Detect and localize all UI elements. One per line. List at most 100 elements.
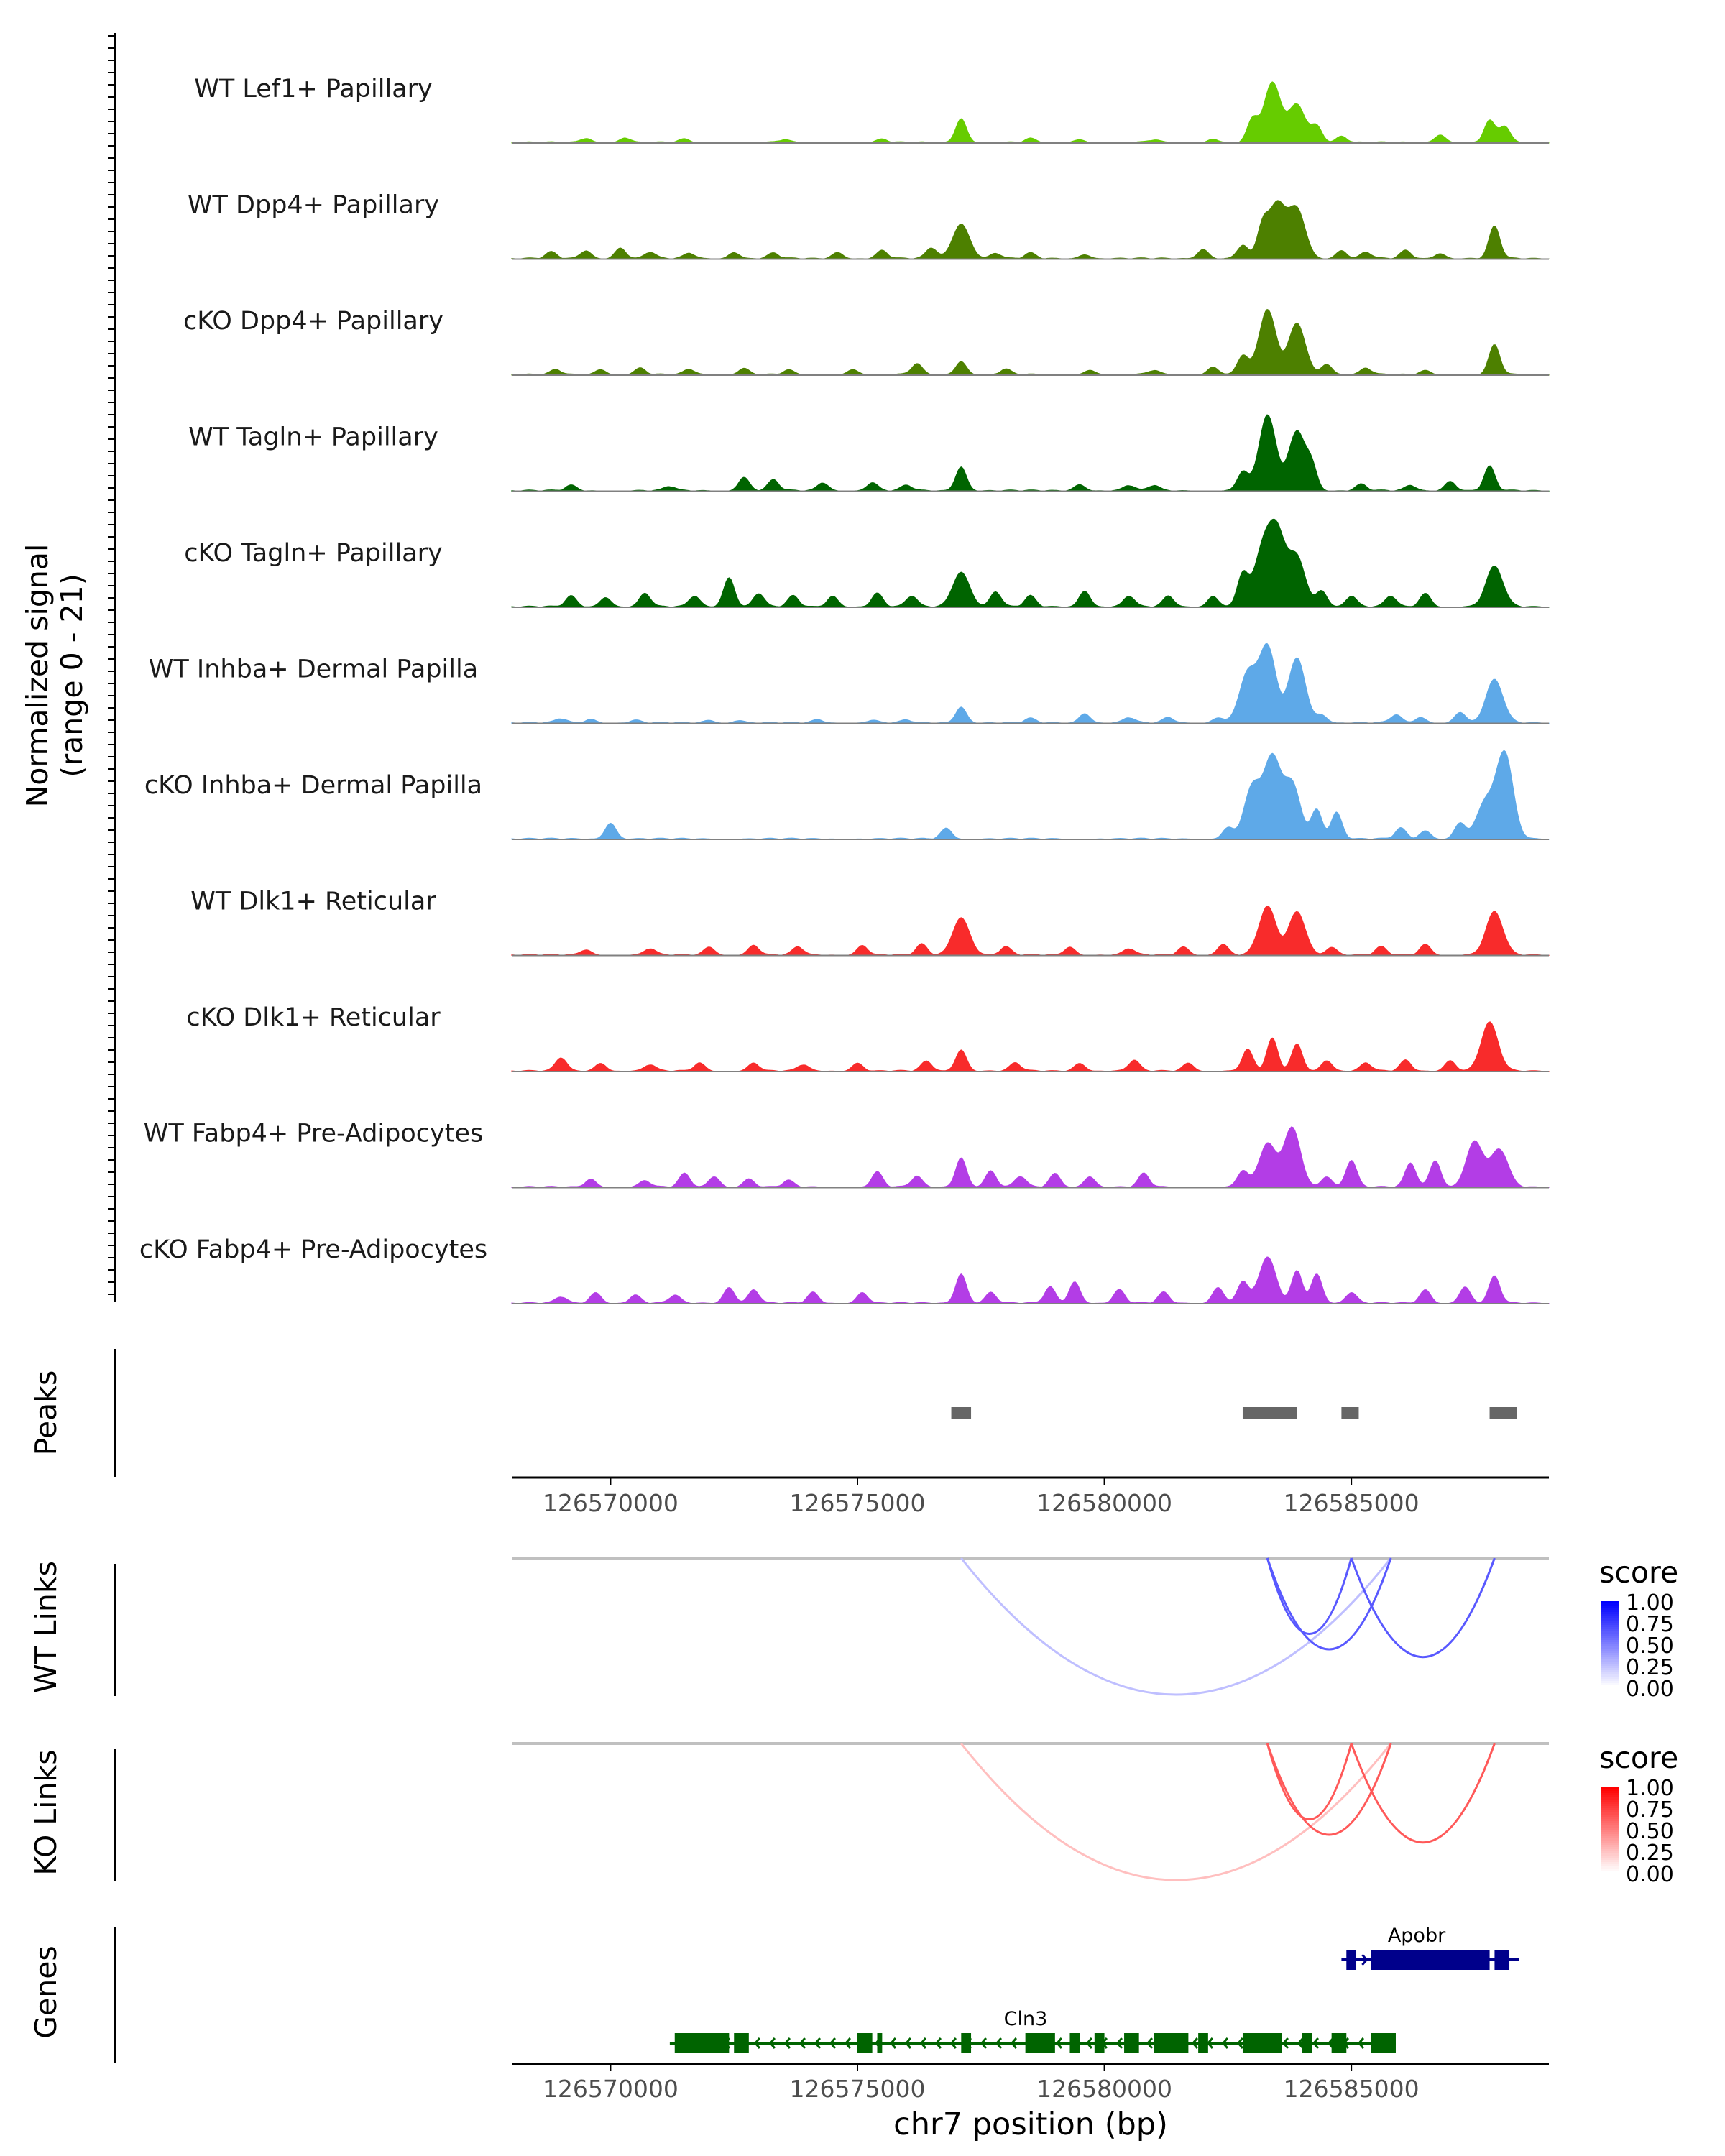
coverage-signal xyxy=(511,1256,1550,1304)
peak-region xyxy=(1341,1407,1359,1419)
legend-gradient-step xyxy=(1601,1666,1619,1669)
legend-gradient-step xyxy=(1601,1789,1619,1792)
gene-strand-arrow xyxy=(1085,2037,1093,2049)
coverage-signal xyxy=(511,1021,1550,1072)
legend-gradient-step xyxy=(1601,1634,1619,1636)
legend-gradient-step xyxy=(1601,1606,1619,1608)
gene-strand-arrow xyxy=(1191,2037,1199,2049)
coverage-signal xyxy=(511,200,1550,260)
legend-gradient-step xyxy=(1601,1608,1619,1611)
coverage-signal xyxy=(511,518,1550,608)
links-legend-tick-label: 0.25 xyxy=(1626,1655,1674,1680)
link-arc xyxy=(1266,1557,1353,1635)
gene: Cln3 xyxy=(669,2008,1396,2053)
peaks-panel: Peaks 126570000 126575000 126580000 12658500… xyxy=(29,1349,1549,1517)
legend-gradient-step xyxy=(1601,1836,1619,1839)
link-arc xyxy=(1266,1743,1353,1820)
peaks-x-tick-label: 126575000 xyxy=(790,1489,926,1517)
legend-gradient-step xyxy=(1601,1616,1619,1619)
coverage-signal xyxy=(511,1126,1550,1189)
coverage-track: WT Dpp4+ Papillary xyxy=(188,191,1550,260)
genes-x-tick-label: 126585000 xyxy=(1284,2075,1420,2103)
gene-strand-arrow xyxy=(1357,2037,1365,2049)
legend-gradient-step xyxy=(1601,1642,1619,1645)
legend-gradient-step xyxy=(1601,1601,1619,1604)
link-arc xyxy=(960,1743,1392,1881)
legend-gradient-step xyxy=(1601,1841,1619,1843)
coverage-track: WT Lef1+ Papillary xyxy=(194,75,1550,144)
coverage-y-label: Normalized signal(range 0 - 21) xyxy=(20,544,89,808)
legend-gradient-step xyxy=(1601,1847,1619,1850)
legend-gradient-step xyxy=(1601,1828,1619,1830)
peaks-x-tick-label: 126580000 xyxy=(1036,1489,1172,1517)
legend-gradient-step xyxy=(1601,1838,1619,1841)
gene-exon xyxy=(857,2033,873,2053)
legend-gradient-step xyxy=(1601,1685,1619,1688)
links-legend-tick-label: 0.50 xyxy=(1626,1634,1674,1659)
legend-gradient-step xyxy=(1601,1810,1619,1813)
gene-exon xyxy=(961,2033,972,2053)
legend-gradient-step xyxy=(1601,1683,1619,1686)
legend-gradient-step xyxy=(1601,1659,1619,1662)
genes-x-tick-label: 126575000 xyxy=(790,2075,926,2103)
legend-gradient-step xyxy=(1601,1610,1619,1613)
link-arc xyxy=(960,1557,1392,1696)
gene-exon xyxy=(1346,1950,1357,1970)
link-arc xyxy=(1266,1743,1392,1836)
gene-exon xyxy=(734,2033,749,2053)
links-legend-tick-label: 0.75 xyxy=(1626,1612,1674,1637)
coverage-signal xyxy=(511,905,1550,957)
links-legend-tick-label: 0.00 xyxy=(1626,1677,1674,1702)
peak-region xyxy=(1242,1407,1297,1419)
gene-exon xyxy=(1371,1950,1490,1970)
gene-strand-arrow xyxy=(1206,2037,1214,2049)
x-axis-title: chr7 position (bp) xyxy=(893,2106,1168,2142)
legend-gradient-step xyxy=(1601,1856,1619,1858)
links-label: WT Links xyxy=(29,1561,63,1693)
coverage-track-label: cKO Tagln+ Papillary xyxy=(184,539,443,568)
legend-gradient-step xyxy=(1601,1649,1619,1651)
legend-gradient-step xyxy=(1601,1655,1619,1658)
gene-strand-arrow xyxy=(783,2037,791,2049)
legend-gradient-step xyxy=(1601,1821,1619,1824)
legend-gradient-step xyxy=(1601,1612,1619,1615)
legend-gradient-step xyxy=(1601,1812,1619,1815)
legend-gradient-step xyxy=(1601,1662,1619,1664)
legend-gradient-step xyxy=(1601,1614,1619,1617)
legend-gradient-step xyxy=(1601,1629,1619,1632)
coverage-track-label: cKO Dpp4+ Papillary xyxy=(183,307,443,336)
links-legend-title: score xyxy=(1599,1555,1678,1590)
genes-label: Genes xyxy=(29,1945,63,2039)
coverage-track: cKO Tagln+ Papillary xyxy=(184,518,1550,608)
legend-gradient-step xyxy=(1601,1793,1619,1796)
gene-strand-arrow xyxy=(753,2037,761,2049)
coverage-track: WT Dlk1+ Reticular xyxy=(190,888,1550,957)
gene-exon xyxy=(1094,2033,1105,2053)
links-legend-tick-label: 1.00 xyxy=(1626,1776,1674,1801)
gene-strand-arrow xyxy=(1146,2037,1154,2049)
legend-gradient-step xyxy=(1601,1795,1619,1798)
peaks-x-tick-label: 126585000 xyxy=(1284,1489,1420,1517)
gene-strand-arrow xyxy=(1282,2037,1289,2049)
peaks-x-tick-label: 126570000 xyxy=(543,1489,678,1517)
legend-gradient-step xyxy=(1601,1640,1619,1643)
gene-exon xyxy=(1331,2033,1347,2053)
coverage-signal xyxy=(511,308,1550,376)
gene-exon xyxy=(1070,2033,1080,2053)
coverage-y-label-line1: Normalized signal xyxy=(20,544,55,808)
link-arc xyxy=(1350,1557,1496,1659)
legend-gradient-step xyxy=(1601,1621,1619,1623)
gene-strand-arrow xyxy=(1116,2037,1123,2049)
legend-gradient-step xyxy=(1601,1858,1619,1861)
gene-strand-arrow xyxy=(844,2037,852,2049)
legend-gradient-step xyxy=(1601,1862,1619,1865)
links-legend-tick-label: 0.00 xyxy=(1626,1862,1674,1887)
gene-strand-arrow xyxy=(934,2037,942,2049)
coverage-track-label: WT Lef1+ Papillary xyxy=(194,75,433,103)
legend-gradient-step xyxy=(1601,1871,1619,1874)
coverage-track-label: WT Fabp4+ Pre-Adipocytes xyxy=(144,1120,483,1148)
